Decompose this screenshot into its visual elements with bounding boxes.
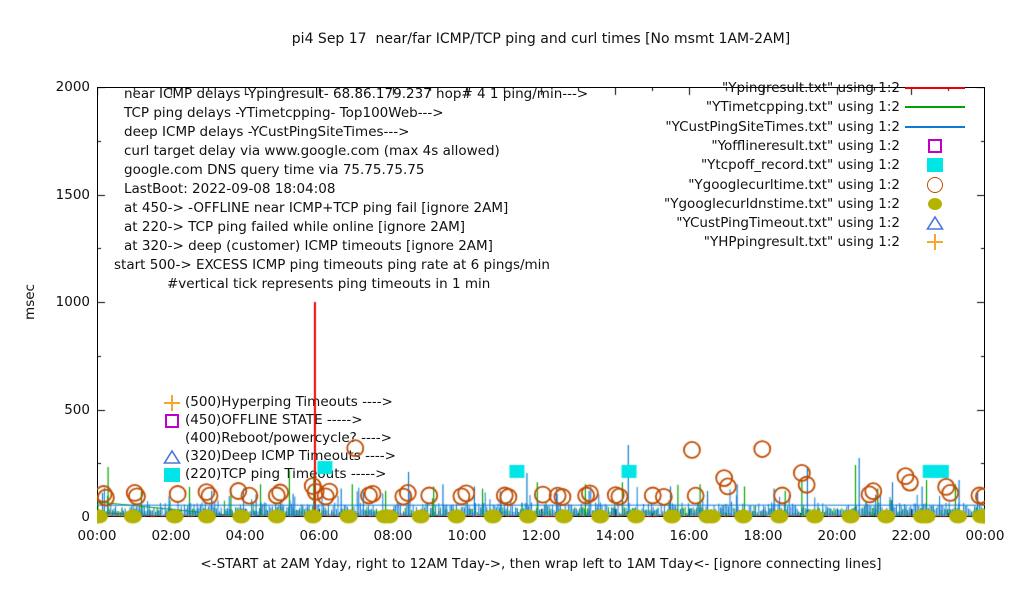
- x-tick-label: 00:00: [965, 528, 1005, 544]
- x-tick-label: 12:00: [521, 528, 561, 544]
- annotation-filled-square-icon: [164, 468, 180, 482]
- chart-title: pi4 Sep 17 near/far ICMP/TCP ping and cu…: [291, 31, 791, 47]
- y-tick-label: 500: [64, 401, 90, 418]
- info-line: #vertical tick represents ping timeouts …: [167, 276, 491, 292]
- legend-filled-circle-icon: [928, 197, 942, 210]
- x-tick-label: 10:00: [447, 528, 487, 544]
- x-tick-label: 14:00: [595, 528, 635, 544]
- y-tick-label: 1000: [55, 294, 90, 310]
- legend-line-icon: [905, 87, 965, 89]
- info-line: curl target delay via www.google.com (ma…: [124, 143, 500, 159]
- legend-label: "Ygooglecurldnstime.txt" using 1:2: [664, 195, 900, 212]
- legend-label: "YCustPingSiteTimes.txt" using 1:2: [665, 118, 900, 135]
- legend-label: "Ygooglecurltime.txt" using 1:2: [688, 176, 900, 193]
- legend-open-square-icon: [928, 138, 942, 153]
- legend-line-icon: [905, 106, 965, 109]
- info-line: at 450-> -OFFLINE near ICMP+TCP ping fai…: [124, 200, 509, 216]
- x-axis-label: <-START at 2AM Yday, right to 12AM Tday-…: [200, 556, 882, 572]
- x-tick-label: 16:00: [669, 528, 709, 544]
- legend-line-icon: [905, 125, 965, 128]
- annotation-label: (500)Hyperping Timeouts ---->: [185, 394, 393, 410]
- info-line: start 500-> EXCESS ICMP ping timeouts pi…: [114, 257, 550, 273]
- info-line: deep ICMP delays -YCustPingSiteTimes--->: [124, 124, 410, 140]
- y-tick-label: 0: [81, 509, 90, 525]
- x-tick-label: 22:00: [891, 528, 931, 544]
- x-tick-label: 04:00: [225, 528, 265, 544]
- x-tick-label: 00:00: [77, 528, 117, 544]
- legend-open-triangle-icon: [926, 215, 944, 231]
- x-tick-label: 02:00: [151, 528, 191, 544]
- y-tick-label: 1500: [55, 186, 90, 203]
- legend-label: "YTimetcpping.txt" using 1:2: [705, 99, 900, 116]
- annotation-open-triangle-icon: [163, 449, 181, 465]
- legend-open-circle-icon: [927, 176, 943, 193]
- info-line: google.com DNS query time via 75.75.75.7…: [124, 162, 425, 178]
- y-tick-label: 2000: [55, 79, 90, 95]
- x-tick-label: 08:00: [373, 528, 413, 544]
- legend-label: "Yofflineresult.txt" using 1:2: [711, 137, 900, 154]
- x-tick-label: 06:00: [299, 528, 339, 544]
- x-tick-label: 20:00: [817, 528, 857, 544]
- x-tick-label: 18:00: [743, 528, 783, 544]
- annotation-label: (400)Reboot/powercycle? ---->: [185, 430, 392, 446]
- legend-label: "YCustPingTimeout.txt" using 1:2: [676, 215, 900, 232]
- legend-label: "Ytcpoff_record.txt" using 1:2: [700, 157, 900, 174]
- annotation-label: (220)TCP ping Timeouts ----->: [185, 466, 387, 482]
- legend-label: "YHPpingresult.txt" using 1:2: [703, 234, 900, 251]
- legend-label: "Ypingresult.txt" using 1:2: [722, 80, 900, 96]
- annotation-label: (450)OFFLINE STATE ----->: [185, 412, 363, 428]
- annotation-open-square-icon: [165, 414, 179, 428]
- info-line: at 220-> TCP ping failed while online [i…: [124, 219, 466, 235]
- legend-filled-square-icon: [927, 158, 943, 173]
- info-line: at 320-> deep (customer) ICMP timeouts […: [124, 238, 493, 254]
- legend-plus-icon: [926, 233, 943, 251]
- info-line: TCP ping delays -YTimetcpping- Top100Web…: [124, 105, 444, 121]
- annotation-plus-icon: [163, 394, 180, 411]
- annotation-label: (320)Deep ICMP Timeouts ---->: [185, 448, 396, 464]
- info-line: LastBoot: 2022-09-08 18:04:08: [124, 181, 336, 197]
